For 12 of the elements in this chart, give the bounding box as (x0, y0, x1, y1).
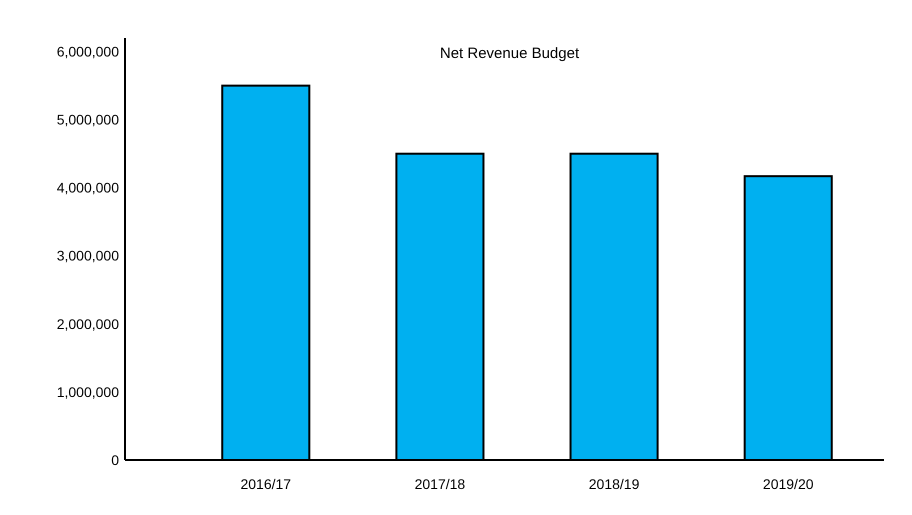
y-tick-label: 3,000,000 (56, 248, 120, 264)
x-tick-label: 2016/17 (240, 476, 292, 492)
x-tick-label: 2017/18 (414, 476, 466, 492)
x-tick-label: 2018/19 (588, 476, 640, 492)
y-tick-label: 0 (111, 452, 120, 468)
x-tick-label: 2019/20 (762, 476, 814, 492)
y-tick-label: 6,000,000 (56, 44, 120, 60)
y-tick-label: 4,000,000 (56, 180, 120, 196)
y-tick-label: 1,000,000 (56, 384, 120, 400)
text: Net Revenue Budget (440, 45, 580, 62)
y-tick-label: 2,000,000 (56, 316, 120, 332)
y-tick-label: 5,000,000 (56, 112, 120, 128)
